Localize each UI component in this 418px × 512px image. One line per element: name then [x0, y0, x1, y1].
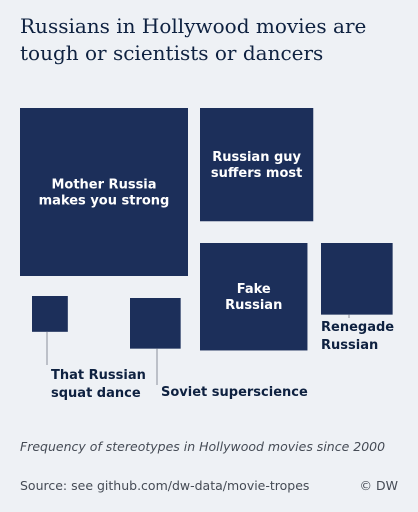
square-fake-russian: [200, 243, 308, 351]
source-note: Source: see github.com/dw-data/movie-tro…: [20, 478, 310, 493]
square-mother-russia-makes-you-strong: [20, 108, 188, 276]
label-mother-russia-makes-you-strong: Mother Russia makes you strong: [39, 178, 170, 209]
square-that-russian-squat-dance: [32, 296, 68, 332]
square-soviet-superscience: [130, 298, 181, 349]
square-russian-guy-suffers-most: [200, 108, 314, 222]
label-fake-russian: Fake Russian: [225, 282, 282, 313]
chart-caption: Frequency of stereotypes in Hollywood mo…: [20, 439, 386, 454]
label-soviet-superscience: Soviet superscience: [161, 385, 308, 400]
chart-title: Russians in Hollywood movies are tough o…: [20, 14, 367, 65]
credit-label: © DW: [359, 478, 398, 493]
square-renegade-russian: [321, 243, 393, 315]
label-that-russian-squat-dance: That Russian squat dance: [51, 368, 146, 401]
label-russian-guy-suffers-most: Russian guy suffers most: [211, 150, 302, 181]
label-renegade-russian: Renegade Russian: [321, 320, 394, 353]
